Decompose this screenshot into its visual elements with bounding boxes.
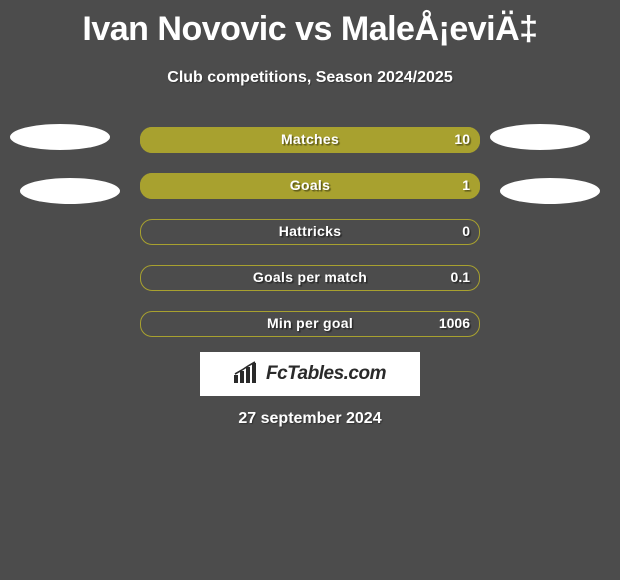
stat-label: Goals per match	[0, 269, 620, 285]
stat-label: Hattricks	[0, 223, 620, 239]
stat-rows-container: Matches10Goals1Hattricks0Goals per match…	[0, 127, 620, 357]
stat-value: 0	[462, 223, 470, 239]
stat-value: 1	[462, 177, 470, 193]
stat-value: 1006	[439, 315, 470, 331]
date-label: 27 september 2024	[0, 410, 620, 428]
page-title: Ivan Novovic vs MaleÅ¡eviÄ‡	[0, 0, 620, 49]
stat-row: Hattricks0	[0, 219, 620, 265]
stat-value: 0.1	[451, 269, 470, 285]
stat-row: Matches10	[0, 127, 620, 173]
stat-row: Goals per match0.1	[0, 265, 620, 311]
logo-box: FcTables.com	[200, 352, 420, 396]
stat-label: Matches	[0, 131, 620, 147]
subtitle: Club competitions, Season 2024/2025	[0, 69, 620, 87]
stat-label: Goals	[0, 177, 620, 193]
stat-label: Min per goal	[0, 315, 620, 331]
stat-row: Goals1	[0, 173, 620, 219]
stat-row: Min per goal1006	[0, 311, 620, 357]
bars-icon	[234, 361, 260, 388]
logo-text: FcTables.com	[266, 363, 386, 385]
stat-value: 10	[454, 131, 470, 147]
